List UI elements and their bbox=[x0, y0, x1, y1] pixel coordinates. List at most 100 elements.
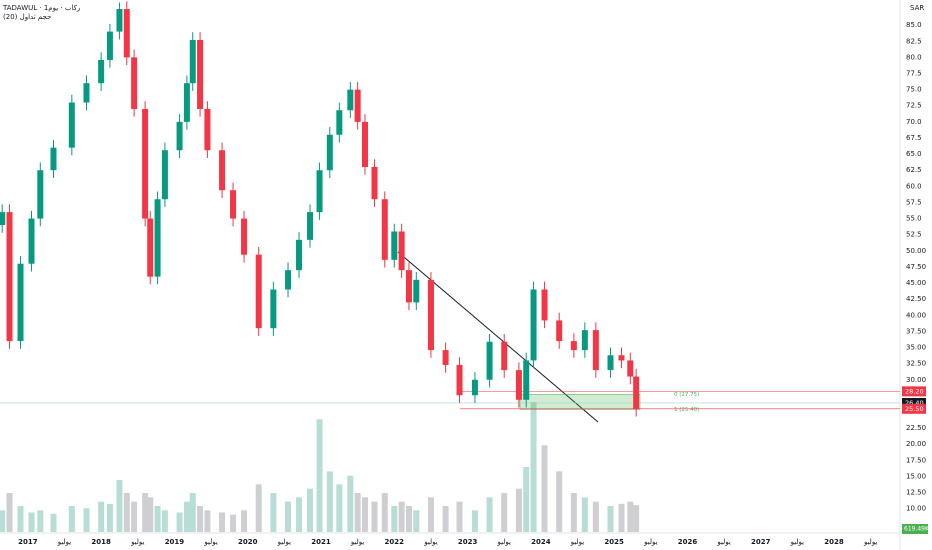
candle-body bbox=[204, 108, 211, 151]
volume-bar bbox=[98, 501, 105, 532]
volume-bar bbox=[405, 506, 412, 532]
candle-body bbox=[486, 341, 493, 380]
volume-bar bbox=[592, 501, 599, 532]
x-tick-label: يوليو bbox=[203, 538, 217, 546]
volume-bar bbox=[307, 488, 314, 532]
volume-bar bbox=[37, 510, 44, 532]
candle-body bbox=[633, 376, 640, 409]
candle-body bbox=[336, 110, 343, 135]
volume-bar bbox=[17, 506, 24, 532]
volume-bar bbox=[28, 512, 35, 532]
x-tick-label: 2020 bbox=[238, 538, 258, 546]
candle-body bbox=[116, 9, 123, 32]
x-tick-label: 2023 bbox=[458, 538, 478, 546]
fib-zone bbox=[519, 394, 641, 410]
candle-body bbox=[307, 212, 314, 240]
volume-bar bbox=[197, 506, 204, 532]
y-tick-label: 15.00 bbox=[906, 472, 926, 480]
volume-bar bbox=[618, 503, 625, 532]
candle-body bbox=[391, 231, 398, 260]
candle-body bbox=[316, 170, 323, 213]
x-tick-label: 2019 bbox=[165, 538, 185, 546]
candle-body bbox=[142, 108, 149, 219]
candle-body bbox=[581, 330, 588, 351]
volume-bar bbox=[154, 506, 161, 532]
volume-bar bbox=[570, 493, 577, 532]
candle-body bbox=[37, 170, 44, 219]
y-tick-label: 37.50 bbox=[906, 327, 926, 335]
volume-bar bbox=[486, 497, 493, 532]
volume-bar bbox=[131, 501, 138, 532]
volume-bar bbox=[371, 501, 378, 532]
x-tick-label: يوليو bbox=[497, 538, 511, 546]
y-tick-label: 22.50 bbox=[906, 424, 926, 432]
y-tick-label: 57.5 bbox=[906, 198, 922, 206]
candle-body bbox=[50, 147, 57, 171]
volume-bar bbox=[241, 510, 248, 532]
y-tick-label: 70.0 bbox=[906, 118, 922, 126]
y-tick-label: 62.5 bbox=[906, 166, 922, 174]
volume-bar bbox=[391, 506, 398, 532]
price-badge bbox=[902, 403, 926, 414]
x-tick-label: يوليو bbox=[130, 538, 144, 546]
volume-bar bbox=[296, 497, 303, 532]
volume-bar bbox=[161, 510, 168, 532]
candle-body bbox=[442, 350, 449, 365]
x-tick-label: يوليو bbox=[863, 538, 877, 546]
volume-bar bbox=[189, 493, 196, 532]
y-tick-label: 12.50 bbox=[906, 489, 926, 497]
y-tick-label: 67.5 bbox=[906, 134, 922, 142]
x-tick-label: 2027 bbox=[751, 538, 771, 546]
volume-bar bbox=[556, 471, 563, 532]
candle-body bbox=[413, 279, 420, 303]
price-badge-label: 25.50 bbox=[905, 405, 924, 413]
volume-bar bbox=[336, 484, 343, 532]
candle-body bbox=[501, 341, 508, 371]
volume-bar bbox=[147, 497, 154, 532]
y-tick-label: 52.5 bbox=[906, 231, 922, 239]
candle-body bbox=[427, 279, 434, 351]
price-badge-label: 26.40 bbox=[905, 399, 924, 407]
volume-bar bbox=[316, 419, 323, 532]
candle-body bbox=[6, 212, 13, 342]
volume-bar bbox=[501, 493, 508, 532]
volume-bar bbox=[361, 497, 368, 532]
y-tick-label: 10.00 bbox=[906, 505, 926, 513]
fib-label: 0 (27.75) bbox=[674, 392, 699, 398]
volume-bar bbox=[142, 493, 149, 532]
volume-bar bbox=[68, 506, 75, 532]
volume-bar bbox=[285, 501, 292, 532]
volume-bar bbox=[627, 501, 634, 532]
volume-bar bbox=[633, 505, 640, 532]
candle-body bbox=[607, 355, 614, 371]
candle-body bbox=[189, 39, 196, 84]
candle-body bbox=[405, 270, 412, 303]
x-tick-label: 2025 bbox=[604, 538, 624, 546]
y-tick-label: 17.50 bbox=[906, 456, 926, 464]
y-tick-label: 32.50 bbox=[906, 360, 926, 368]
candle-body bbox=[176, 121, 183, 151]
candle-body bbox=[296, 239, 303, 271]
volume-bar bbox=[270, 493, 277, 532]
chart-subtitle: حجم تداول (20) bbox=[3, 13, 51, 21]
fib-label: 1 (25.40) bbox=[674, 407, 699, 413]
candle-body bbox=[131, 57, 138, 109]
price-badge bbox=[902, 397, 926, 408]
candle-body bbox=[154, 199, 161, 277]
candle-body bbox=[347, 89, 354, 111]
y-tick-label: 80.0 bbox=[906, 53, 922, 61]
y-tick-label: 85.0 bbox=[906, 21, 922, 29]
volume-bar bbox=[523, 467, 530, 532]
volume-bar bbox=[326, 471, 333, 532]
volume-bar bbox=[123, 493, 130, 532]
price-badge-label: 28.20 bbox=[905, 387, 924, 395]
candle-body bbox=[98, 59, 105, 84]
candle-body bbox=[270, 289, 277, 329]
candle-body bbox=[381, 199, 388, 260]
candle-body bbox=[183, 83, 190, 122]
candle-body bbox=[618, 355, 625, 361]
candle-body bbox=[456, 364, 463, 396]
candle-body bbox=[530, 289, 537, 361]
y-tick-label: 30.00 bbox=[906, 376, 926, 384]
candle-body bbox=[197, 39, 204, 109]
